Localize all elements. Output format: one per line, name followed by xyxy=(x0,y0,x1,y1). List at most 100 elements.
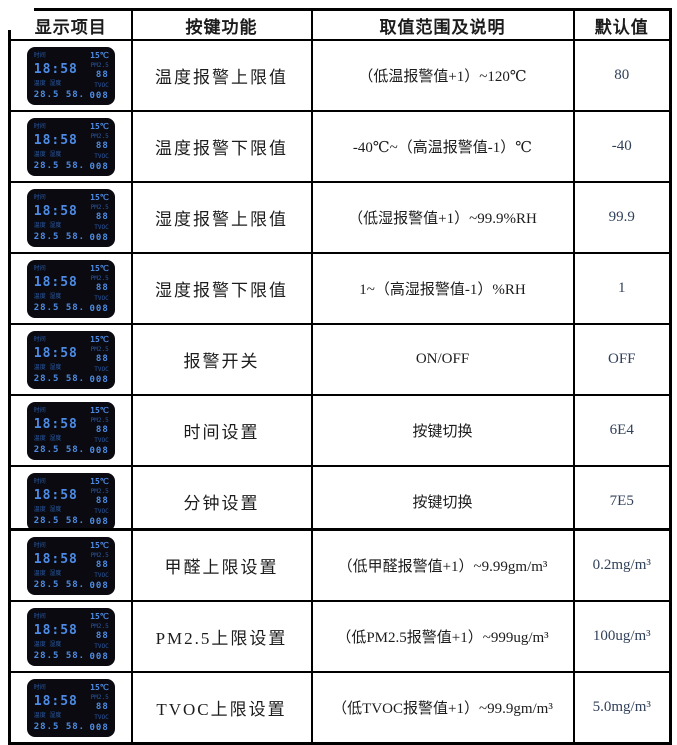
pm25-value: 88 xyxy=(95,425,109,435)
display-item-cell: 时间 18:58 温度 湿度 28.5 58. 15℃ PM2.5 88 TVO… xyxy=(8,528,133,602)
display-item-cell: 时间 18:58 温度 湿度 28.5 58. 15℃ PM2.5 88 TVO… xyxy=(8,252,133,325)
temp-humidity-values: 28.5 58. xyxy=(33,722,86,733)
default-value-cell: 6E4 xyxy=(572,394,672,467)
temperature-reading: 15℃ xyxy=(90,192,109,202)
table-header: 显示项目 按键功能 取值范围及说明 默认值 xyxy=(8,8,672,41)
tvoc-label: TVOC xyxy=(94,153,109,161)
table-row: 时间 18:58 温度 湿度 28.5 58. 15℃ PM2.5 88 TVO… xyxy=(8,181,672,254)
pm25-value: 88 xyxy=(95,702,109,712)
pm25-value: 88 xyxy=(95,354,109,364)
default-value-cell: 80 xyxy=(572,39,672,112)
tvoc-value: 008 xyxy=(89,303,109,314)
temperature-reading: 15℃ xyxy=(90,476,109,486)
pm25-label: PM2.5 xyxy=(90,693,109,701)
table-row: 时间 18:58 温度 湿度 28.5 58. 15℃ PM2.5 88 TVO… xyxy=(8,671,672,745)
pm25-value: 88 xyxy=(95,70,109,80)
display-item-cell: 时间 18:58 温度 湿度 28.5 58. 15℃ PM2.5 88 TVO… xyxy=(8,181,133,254)
default-value-cell: 99.9 xyxy=(572,181,672,254)
time-value: 18:58 xyxy=(33,203,78,219)
display-item-cell: 时间 18:58 温度 湿度 28.5 58. 15℃ PM2.5 88 TVO… xyxy=(8,394,133,467)
value-range-cell: ON/OFF xyxy=(310,323,575,396)
default-value-cell: 7E5 xyxy=(572,465,672,539)
temp-humidity-values: 28.5 58. xyxy=(33,651,86,662)
temp-humidity-values: 28.5 58. xyxy=(33,161,86,172)
display-item-cell: 时间 18:58 温度 湿度 28.5 58. 15℃ PM2.5 88 TVO… xyxy=(8,110,133,183)
pm25-label: PM2.5 xyxy=(90,132,109,140)
temperature-reading: 15℃ xyxy=(90,334,109,344)
display-item-cell: 时间 18:58 温度 湿度 28.5 58. 15℃ PM2.5 88 TVO… xyxy=(8,671,133,745)
value-range-cell: 1~（高湿报警值-1）%RH xyxy=(310,252,575,325)
pm25-value: 88 xyxy=(95,212,109,222)
time-value: 18:58 xyxy=(33,61,78,77)
key-function-cell: TVOC上限设置 xyxy=(130,671,313,745)
pm25-value: 88 xyxy=(95,560,109,570)
tvoc-label: TVOC xyxy=(94,572,109,580)
tvoc-label: TVOC xyxy=(94,437,109,445)
key-function-cell: 温度报警上限值 xyxy=(130,39,313,112)
pm25-label: PM2.5 xyxy=(90,203,109,211)
temp-humidity-values: 28.5 58. xyxy=(33,374,86,385)
screen-right-block: 15℃ PM2.5 88 TVOC 008 xyxy=(89,50,109,101)
tvoc-value: 008 xyxy=(89,90,109,101)
screen-left-block: 时间 18:58 温度 湿度 28.5 58. xyxy=(34,52,85,101)
screen-left-block: 时间 18:58 温度 湿度 28.5 58. xyxy=(34,684,85,733)
pm25-value: 88 xyxy=(95,141,109,151)
temp-humidity-labels: 温度 湿度 xyxy=(33,80,62,88)
header-default-value: 默认值 xyxy=(572,8,672,41)
screen-left-block: 时间 18:58 温度 湿度 28.5 58. xyxy=(34,265,85,314)
tvoc-label: TVOC xyxy=(94,714,109,722)
key-function-cell: 时间设置 xyxy=(130,394,313,467)
time-value: 18:58 xyxy=(33,416,78,432)
scan-corner-patch xyxy=(0,0,34,30)
key-function-cell: 甲醛上限设置 xyxy=(130,528,313,602)
monitor-screen-image: 时间 18:58 温度 湿度 28.5 58. 15℃ PM2.5 88 TVO… xyxy=(26,472,115,531)
screen-right-block: 15℃ PM2.5 88 TVOC 008 xyxy=(89,334,109,385)
screen-right-block: 15℃ PM2.5 88 TVOC 008 xyxy=(89,612,109,662)
time-value: 18:58 xyxy=(33,487,78,503)
temp-humidity-values: 28.5 58. xyxy=(33,516,86,527)
temperature-reading: 15℃ xyxy=(90,121,109,131)
screen-left-block: 时间 18:58 温度 湿度 28.5 58. xyxy=(34,336,85,385)
time-value: 18:58 xyxy=(33,132,78,148)
temperature-reading: 15℃ xyxy=(90,50,109,60)
default-value-cell: 1 xyxy=(572,252,672,325)
temp-humidity-labels: 温度 湿度 xyxy=(33,506,62,514)
display-item-cell: 时间 18:58 温度 湿度 28.5 58. 15℃ PM2.5 88 TVO… xyxy=(8,600,133,673)
key-function-cell: 湿度报警下限值 xyxy=(130,252,313,325)
time-value: 18:58 xyxy=(33,622,78,638)
time-label: 时间 xyxy=(33,264,46,272)
screen-right-block: 15℃ PM2.5 88 TVOC 008 xyxy=(89,476,109,527)
time-label: 时间 xyxy=(33,406,46,414)
time-label: 时间 xyxy=(33,122,46,130)
tvoc-label: TVOC xyxy=(94,508,109,516)
header-key-function: 按键功能 xyxy=(130,8,313,41)
temp-humidity-labels: 温度 湿度 xyxy=(33,712,62,720)
tvoc-label: TVOC xyxy=(94,295,109,303)
pm25-label: PM2.5 xyxy=(90,416,109,424)
temperature-reading: 15℃ xyxy=(90,682,109,692)
screen-right-block: 15℃ PM2.5 88 TVOC 008 xyxy=(89,264,109,314)
key-function-cell: 温度报警下限值 xyxy=(130,110,313,183)
monitor-screen-image: 时间 18:58 温度 湿度 28.5 58. 15℃ PM2.5 88 TVO… xyxy=(26,117,115,176)
time-label: 时间 xyxy=(33,193,46,201)
temp-humidity-labels: 温度 湿度 xyxy=(33,151,62,159)
monitor-screen-image: 时间 18:58 温度 湿度 28.5 58. 15℃ PM2.5 88 TVO… xyxy=(26,330,115,389)
key-function-cell: 分钟设置 xyxy=(130,465,313,539)
temp-humidity-values: 28.5 58. xyxy=(33,445,86,456)
monitor-screen-image: 时间 18:58 温度 湿度 28.5 58. 15℃ PM2.5 88 TVO… xyxy=(26,678,115,737)
temperature-reading: 15℃ xyxy=(90,405,109,415)
table-row: 时间 18:58 温度 湿度 28.5 58. 15℃ PM2.5 88 TVO… xyxy=(8,528,672,602)
monitor-screen-image: 时间 18:58 温度 湿度 28.5 58. 15℃ PM2.5 88 TVO… xyxy=(26,259,115,318)
monitor-screen-image: 时间 18:58 温度 湿度 28.5 58. 15℃ PM2.5 88 TVO… xyxy=(26,536,115,595)
temp-humidity-labels: 温度 湿度 xyxy=(33,570,62,578)
time-value: 18:58 xyxy=(33,274,78,290)
table-row: 时间 18:58 温度 湿度 28.5 58. 15℃ PM2.5 88 TVO… xyxy=(8,600,672,673)
pm25-label: PM2.5 xyxy=(90,345,109,353)
pm25-label: PM2.5 xyxy=(90,61,109,69)
monitor-screen-image: 时间 18:58 温度 湿度 28.5 58. 15℃ PM2.5 88 TVO… xyxy=(26,401,115,460)
tvoc-value: 008 xyxy=(89,445,109,456)
tvoc-label: TVOC xyxy=(94,643,109,651)
default-value-cell: 100ug/m³ xyxy=(572,600,672,673)
pm25-label: PM2.5 xyxy=(90,551,109,559)
